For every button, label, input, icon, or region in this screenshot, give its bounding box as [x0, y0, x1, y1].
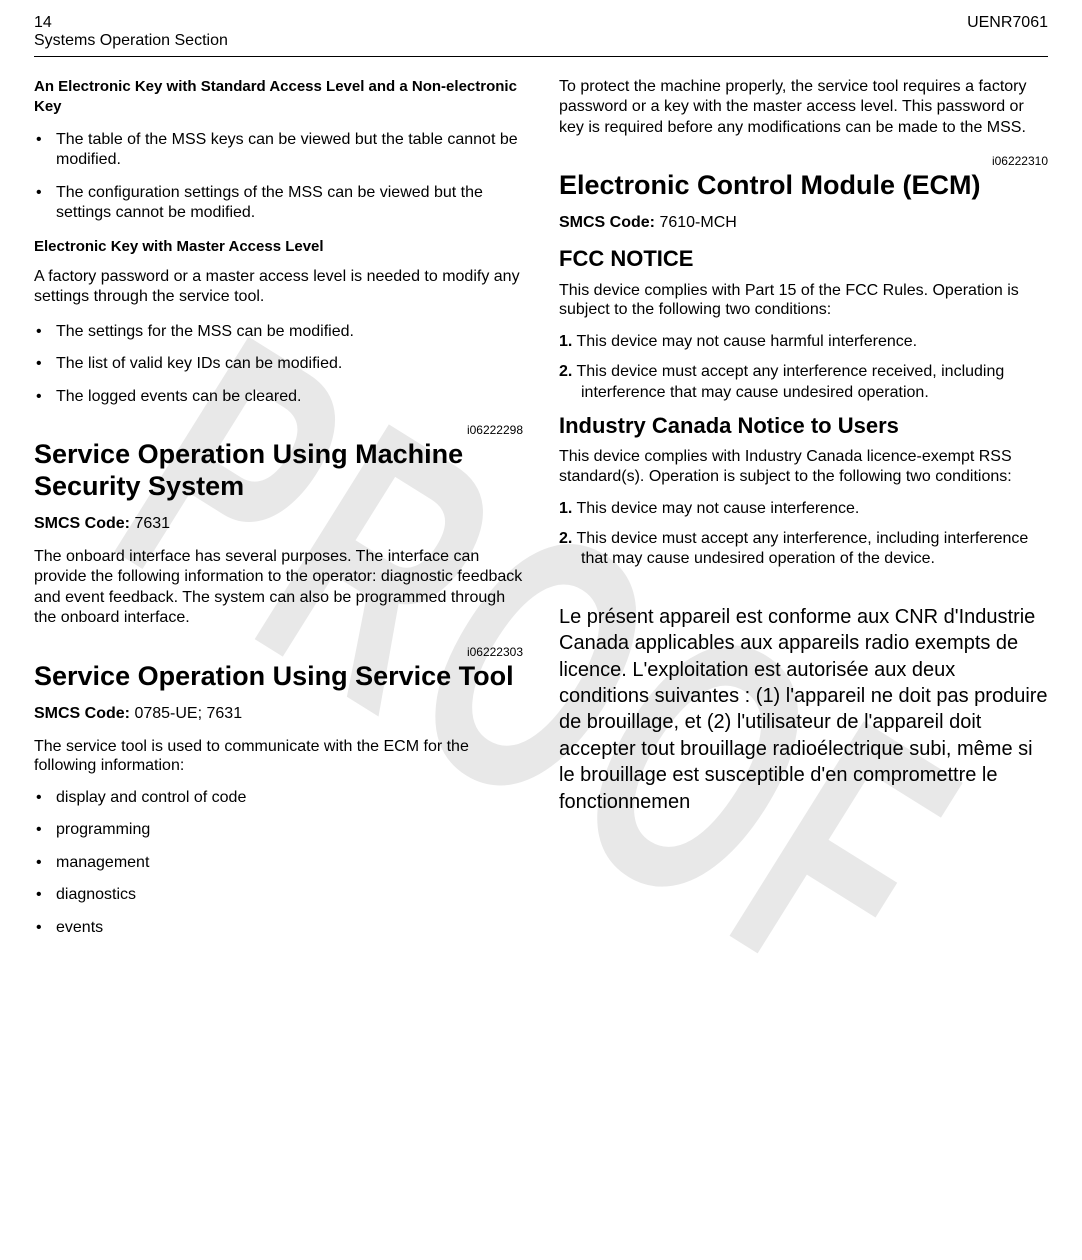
page-number: 14	[34, 14, 228, 32]
item-number: 2.	[559, 530, 572, 547]
list-item: 2. This device must accept any interfere…	[559, 529, 1048, 570]
right-column: To protect the machine properly, the ser…	[559, 77, 1048, 952]
list-item: 2. This device must accept any interfere…	[559, 362, 1048, 403]
bullets-master-access: The settings for the MSS can be modified…	[34, 322, 523, 407]
item-text: This device must accept any interference…	[577, 530, 1029, 567]
smcs-value: 7631	[134, 515, 170, 532]
document-id: UENR7061	[967, 14, 1048, 32]
ref-code: i06222298	[34, 423, 523, 437]
list-item: 1. This device may not cause interferenc…	[559, 499, 1048, 519]
bullets-std-access: The table of the MSS keys can be viewed …	[34, 130, 523, 224]
item-text: This device may not cause interference.	[577, 500, 860, 517]
smcs-label: SMCS Code:	[559, 214, 655, 231]
item-text: This device may not cause harmful interf…	[577, 333, 918, 350]
section-title: Systems Operation Section	[34, 32, 228, 50]
para-service-tool: The service tool is used to communicate …	[34, 737, 523, 776]
item-number: 1.	[559, 500, 572, 517]
french-notice: Le présent appareil est conforme aux CNR…	[559, 604, 1048, 815]
ref-code: i06222303	[34, 645, 523, 659]
smcs-label: SMCS Code:	[34, 515, 130, 532]
list-item: display and control of code	[34, 788, 523, 808]
item-number: 1.	[559, 333, 572, 350]
subheading-master-access: Electronic Key with Master Access Level	[34, 238, 523, 255]
smcs-line: SMCS Code: 7610-MCH	[559, 214, 1048, 232]
para-protect-machine: To protect the machine properly, the ser…	[559, 77, 1048, 138]
fcc-numbered-list: 1. This device may not cause harmful int…	[559, 332, 1048, 403]
smcs-label: SMCS Code:	[34, 705, 130, 722]
smcs-line: SMCS Code: 0785-UE; 7631	[34, 705, 523, 723]
item-number: 2.	[559, 363, 572, 380]
smcs-value: 0785-UE; 7631	[134, 705, 242, 722]
content-area: An Electronic Key with Standard Access L…	[34, 77, 1048, 952]
para-ic: This device complies with Industry Canad…	[559, 447, 1048, 486]
list-item: The settings for the MSS can be modified…	[34, 322, 523, 342]
list-item: management	[34, 853, 523, 873]
header-divider	[34, 56, 1048, 57]
list-item: The logged events can be cleared.	[34, 387, 523, 407]
item-text: This device must accept any interference…	[577, 363, 1005, 400]
ic-numbered-list: 1. This device may not cause interferenc…	[559, 499, 1048, 570]
para-fcc: This device complies with Part 15 of the…	[559, 281, 1048, 320]
list-item: programming	[34, 820, 523, 840]
smcs-value: 7610-MCH	[659, 214, 736, 231]
left-column: An Electronic Key with Standard Access L…	[34, 77, 523, 952]
list-item: diagnostics	[34, 885, 523, 905]
list-item: 1. This device may not cause harmful int…	[559, 332, 1048, 352]
para-onboard-interface: The onboard interface has several purpos…	[34, 547, 523, 629]
heading-ecm: Electronic Control Module (ECM)	[559, 170, 1048, 202]
smcs-line: SMCS Code: 7631	[34, 515, 523, 533]
heading-service-op-mss: Service Operation Using Machine Security…	[34, 439, 523, 503]
list-item: The configuration settings of the MSS ca…	[34, 183, 523, 224]
para-master-access: A factory password or a master access le…	[34, 267, 523, 308]
page-header: 14 Systems Operation Section UENR7061	[34, 14, 1048, 50]
heading-service-op-tool: Service Operation Using Service Tool	[34, 661, 523, 693]
subheading-std-access: An Electronic Key with Standard Access L…	[34, 77, 523, 116]
bullets-service-tool: display and control of code programming …	[34, 788, 523, 938]
heading-fcc-notice: FCC NOTICE	[559, 246, 1048, 272]
list-item: The table of the MSS keys can be viewed …	[34, 130, 523, 171]
ref-code: i06222310	[559, 154, 1048, 168]
list-item: events	[34, 918, 523, 938]
heading-industry-canada: Industry Canada Notice to Users	[559, 413, 1048, 439]
list-item: The list of valid key IDs can be modifie…	[34, 354, 523, 374]
